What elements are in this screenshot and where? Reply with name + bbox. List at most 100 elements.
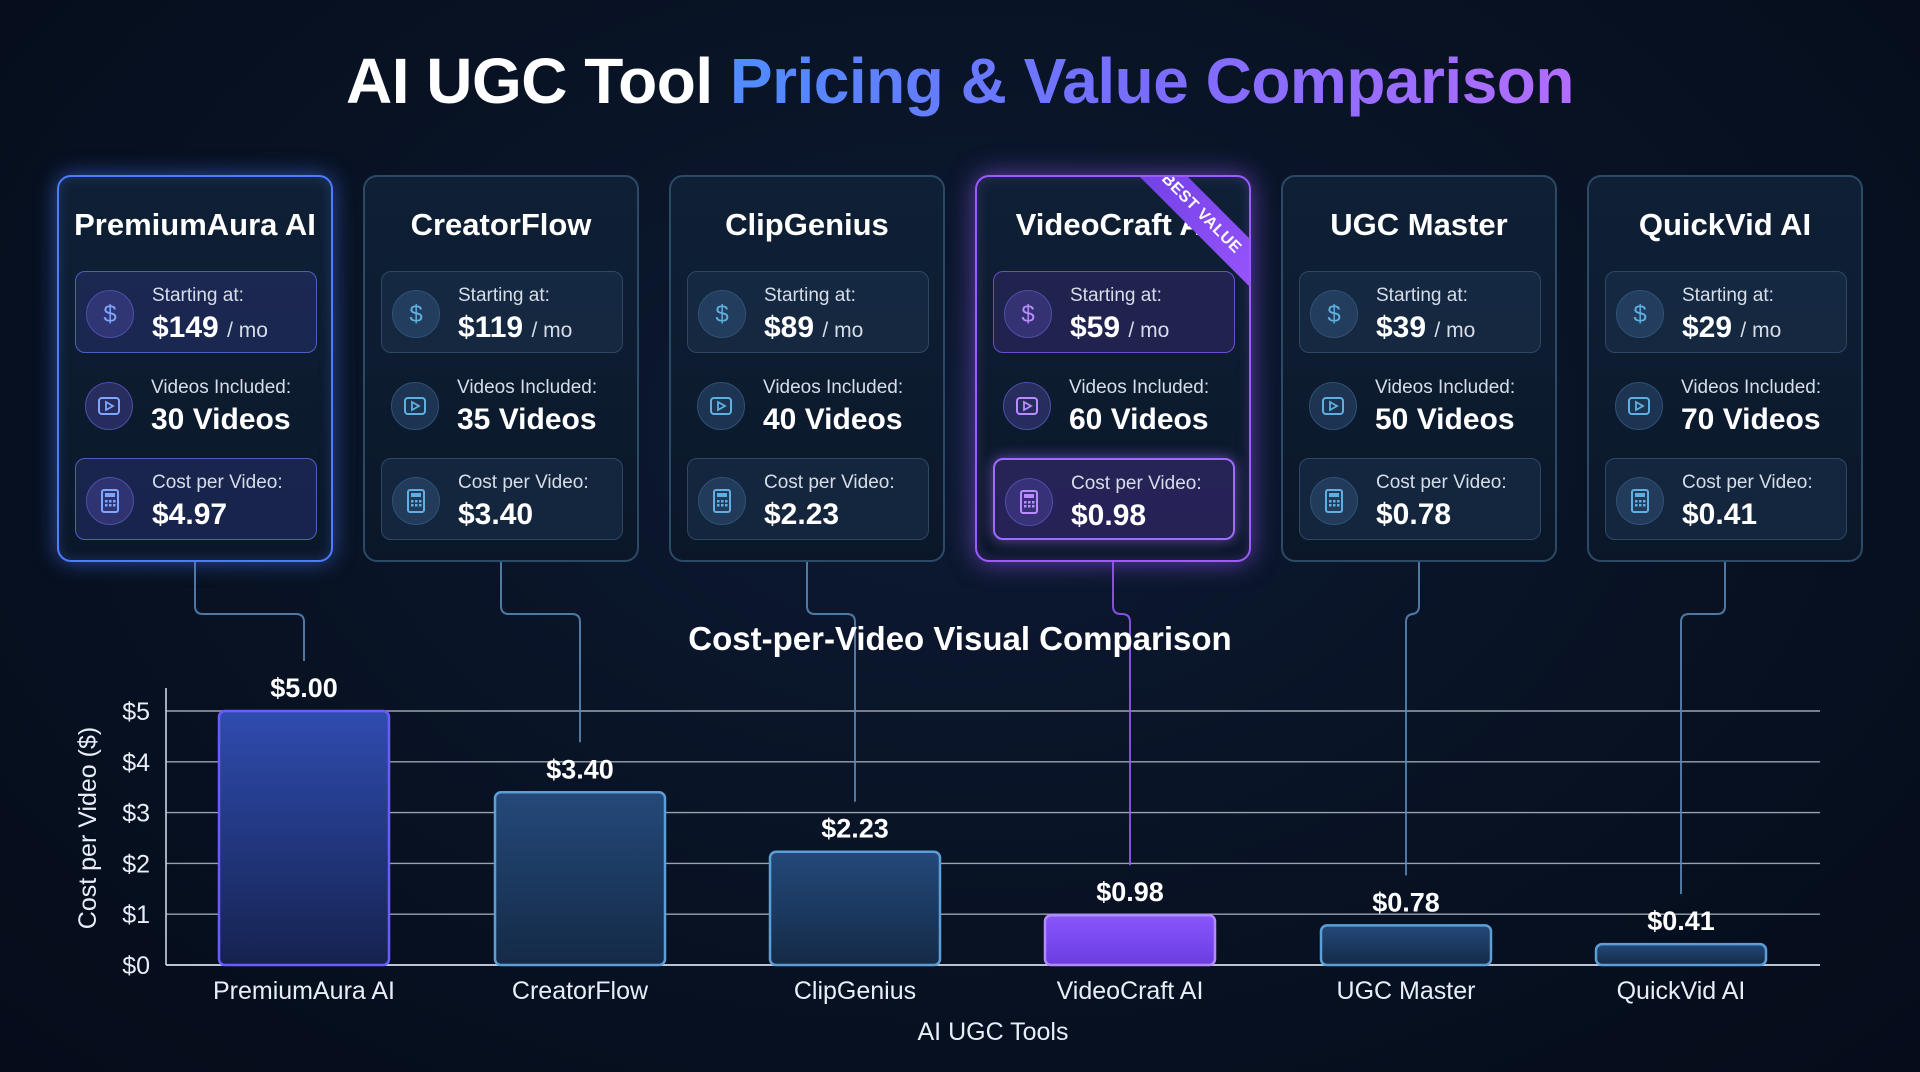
y-axis-title: Cost per Video ($) [74, 727, 102, 929]
cost-row: Cost per Video: $4.97 [75, 458, 317, 540]
starting-at-label: Starting at: [458, 285, 550, 306]
price-row: $ Starting at: $119 / mo [381, 271, 623, 353]
data-label: $5.00 [270, 673, 338, 703]
per-month-unit: / mo [822, 319, 864, 342]
videos-included-label: Videos Included: [457, 377, 598, 398]
videos-row: Videos Included: 30 Videos [75, 364, 317, 446]
per-month-unit: / mo [1740, 319, 1782, 342]
connector-line [1680, 562, 1726, 895]
dollar-icon: $ [392, 290, 440, 338]
bar-videocraft-ai [1043, 913, 1217, 967]
y-tick-label: $4 [122, 749, 150, 777]
x-tick-label: VideoCraft AI [1057, 977, 1204, 1005]
videos-value: 60 Videos [1069, 403, 1209, 436]
tool-name: ClipGenius [725, 207, 889, 242]
tool-card-premiumaura-ai: PremiumAura AI $ Starting at: $149 / mo … [57, 175, 333, 562]
play-video-icon [1309, 382, 1357, 430]
svg-text:$: $ [715, 301, 728, 328]
title-part-1: AI UGC Tool [346, 45, 713, 117]
videos-value: 50 Videos [1375, 403, 1515, 436]
per-month-unit: / mo [1434, 319, 1476, 342]
x-tick-label: QuickVid AI [1617, 977, 1746, 1005]
bar-clipgenius [768, 850, 942, 967]
cost-value: $0.41 [1682, 498, 1758, 531]
bar-ugc-master [1319, 924, 1493, 967]
cost-row: Cost per Video: $3.40 [381, 458, 623, 540]
price-value: $29 / mo [1682, 311, 1782, 344]
cost-value: $3.40 [458, 498, 534, 531]
cost-row: Cost per Video: $0.98 [993, 458, 1235, 540]
play-video-icon [391, 382, 439, 430]
svg-text:$: $ [1633, 301, 1646, 328]
title-part-2: Pricing & Value Comparison [729, 45, 1575, 117]
data-label: $0.98 [1096, 877, 1164, 907]
tool-card-ugc-master: UGC Master $ Starting at: $39 / mo Video… [1281, 175, 1557, 562]
starting-at-label: Starting at: [1070, 285, 1162, 306]
x-tick-label: PremiumAura AI [213, 977, 395, 1005]
calculator-icon [1310, 477, 1358, 525]
tool-card-videocraft-ai: VideoCraft AI BEST VALUE $ Starting at: … [975, 175, 1251, 562]
calculator-icon [1005, 478, 1053, 526]
data-label: $0.41 [1647, 906, 1715, 936]
calculator-icon [698, 477, 746, 525]
svg-text:$: $ [103, 301, 116, 328]
videos-included-label: Videos Included: [1681, 377, 1822, 398]
per-month-unit: / mo [1128, 319, 1170, 342]
bar-creatorflow [493, 791, 667, 967]
svg-text:$: $ [1327, 301, 1340, 328]
dollar-icon: $ [86, 290, 134, 338]
x-tick-label: CreatorFlow [512, 977, 649, 1005]
starting-at-label: Starting at: [1682, 285, 1774, 306]
bar-quickvid-ai [1594, 942, 1768, 967]
connector-line [194, 562, 305, 661]
videos-value: 30 Videos [151, 403, 291, 436]
y-tick-label: $1 [122, 901, 150, 929]
cost-value: $0.98 [1071, 499, 1147, 532]
cost-row: Cost per Video: $0.78 [1299, 458, 1541, 540]
starting-at-label: Starting at: [1376, 285, 1468, 306]
per-month-unit: / mo [531, 319, 573, 342]
price-value: $119 / mo [458, 311, 573, 344]
price-row: $ Starting at: $149 / mo [75, 271, 317, 353]
calculator-icon [1616, 477, 1664, 525]
price-row: $ Starting at: $29 / mo [1605, 271, 1847, 353]
tool-card-quickvid-ai: QuickVid AI $ Starting at: $29 / mo Vide… [1587, 175, 1863, 562]
y-tick-label: $3 [122, 800, 150, 828]
videos-row: Videos Included: 35 Videos [381, 364, 623, 446]
videos-value: 40 Videos [763, 403, 903, 436]
data-label: $3.40 [546, 754, 614, 784]
tool-name: PremiumAura AI [74, 207, 316, 242]
price-row: $ Starting at: $59 / mo [993, 271, 1235, 353]
connector-line [1112, 562, 1131, 866]
y-tick-label: $2 [122, 850, 150, 878]
x-axis-title: AI UGC Tools [918, 1018, 1069, 1046]
price-value: $39 / mo [1376, 311, 1476, 344]
videos-value: 35 Videos [457, 403, 597, 436]
play-video-icon [1615, 382, 1663, 430]
videos-row: Videos Included: 70 Videos [1605, 364, 1847, 446]
starting-at-label: Starting at: [152, 285, 244, 306]
starting-at-label: Starting at: [764, 285, 856, 306]
play-video-icon [697, 382, 745, 430]
videos-value: 70 Videos [1681, 403, 1821, 436]
videos-row: Videos Included: 40 Videos [687, 364, 929, 446]
cost-value: $4.97 [152, 498, 228, 531]
x-tick-label: UGC Master [1337, 977, 1476, 1005]
tool-name: UGC Master [1330, 207, 1508, 242]
videos-included-label: Videos Included: [1069, 377, 1210, 398]
connector-line [806, 562, 856, 802]
tool-card-creatorflow: CreatorFlow $ Starting at: $119 / mo Vid… [363, 175, 639, 562]
x-tick-label: ClipGenius [794, 977, 916, 1005]
tool-name: CreatorFlow [410, 207, 592, 242]
cost-value: $2.23 [764, 498, 840, 531]
videos-row: Videos Included: 50 Videos [1299, 364, 1541, 446]
price-value: $89 / mo [764, 311, 864, 344]
data-label: $0.78 [1372, 887, 1440, 917]
cost-per-video-label: Cost per Video: [458, 472, 589, 493]
connector-line [500, 562, 581, 743]
price-value: $59 / mo [1070, 311, 1170, 344]
calculator-icon [392, 477, 440, 525]
play-video-icon [1003, 382, 1051, 430]
y-tick-label: $0 [122, 952, 150, 980]
cost-row: Cost per Video: $2.23 [687, 458, 929, 540]
